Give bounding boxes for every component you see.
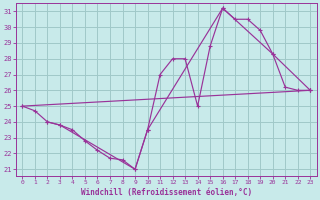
X-axis label: Windchill (Refroidissement éolien,°C): Windchill (Refroidissement éolien,°C) bbox=[81, 188, 252, 197]
